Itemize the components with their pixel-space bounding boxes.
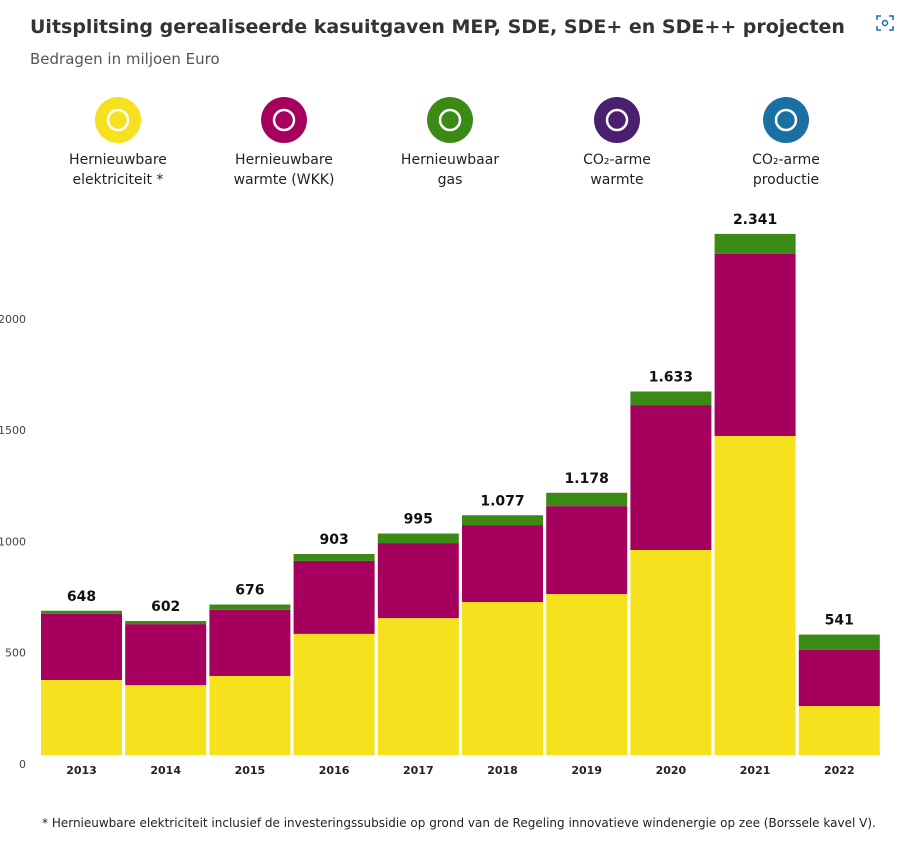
- legend-label: Hernieuwbare warmte (WKK): [233, 152, 335, 188]
- bar-segment: [798, 634, 880, 650]
- bar-segment: [714, 253, 796, 437]
- total-label: 2.341: [733, 212, 777, 228]
- legend-icon-glyph: [605, 108, 629, 132]
- legend-icon-glyph: [774, 108, 798, 132]
- legend-icon-glyph: [272, 108, 296, 132]
- legend-icon: [594, 97, 640, 143]
- x-tick-label: 2018: [487, 764, 518, 777]
- legend-label: Hernieuwbare elektriciteit *: [69, 152, 167, 188]
- total-label: 1.077: [480, 493, 524, 509]
- bar-segment: [546, 506, 628, 595]
- bar-segment: [125, 685, 207, 755]
- bar-segment: [209, 675, 291, 755]
- bar-segment: [209, 609, 291, 676]
- bar-segment: [41, 610, 122, 614]
- total-label: 903: [319, 532, 348, 548]
- total-label: 648: [67, 589, 96, 605]
- legend-label: CO₂-arme productie: [752, 152, 820, 188]
- bar-segment: [798, 706, 880, 755]
- legend-icon-glyph: [438, 108, 462, 132]
- total-label: 1.633: [649, 369, 693, 385]
- total-label: 1.178: [565, 471, 609, 487]
- bar-segment: [41, 679, 122, 755]
- legend-icon: [763, 97, 809, 143]
- bar-segment: [546, 492, 628, 507]
- expand-icon[interactable]: [876, 15, 894, 31]
- bar-segment: [630, 391, 712, 406]
- bar-segment: [125, 624, 207, 686]
- bar-segment: [546, 594, 628, 755]
- bar-segment: [293, 553, 375, 561]
- y-tick-label: 0: [19, 758, 26, 771]
- legend-icon: [427, 97, 473, 143]
- legend-label: CO₂-arme warmte: [583, 152, 651, 188]
- bar-segment: [377, 543, 459, 619]
- bar-segment: [293, 560, 375, 634]
- bar-segment: [462, 602, 543, 755]
- bar-segment: [125, 620, 207, 625]
- y-tick-label: 2000: [0, 313, 26, 326]
- chart-title: Uitsplitsing gerealiseerde kasuitgaven M…: [30, 16, 845, 38]
- x-tick-label: 2017: [403, 764, 434, 777]
- legend-icon-glyph: [106, 108, 130, 132]
- bar-segment: [462, 515, 543, 526]
- footnote: * Hernieuwbare elektriciteit inclusief d…: [42, 816, 876, 830]
- bar-segment: [798, 649, 880, 707]
- x-tick-label: 2019: [571, 764, 602, 777]
- total-label: 541: [825, 613, 854, 629]
- bar-segment: [293, 633, 375, 755]
- bar-segment: [714, 436, 796, 755]
- y-tick-label: 1500: [0, 424, 26, 437]
- legend-icon: [95, 97, 141, 143]
- bar-segment: [714, 233, 796, 254]
- x-tick-label: 2014: [150, 764, 181, 777]
- bar-segment: [630, 405, 712, 550]
- y-tick-label: 500: [5, 647, 26, 660]
- bar-segment: [377, 618, 459, 755]
- total-label: 995: [404, 512, 433, 528]
- bar-segment: [630, 549, 712, 755]
- x-tick-label: 2022: [824, 764, 855, 777]
- x-tick-label: 2016: [319, 764, 350, 777]
- chart-subtitle: Bedragen in miljoen Euro: [30, 50, 220, 68]
- total-label: 676: [235, 583, 264, 599]
- bar-segment: [209, 604, 291, 610]
- x-tick-label: 2013: [66, 764, 97, 777]
- x-tick-label: 2020: [656, 764, 687, 777]
- legend-label: Hernieuwbaar gas: [400, 152, 500, 188]
- bar-segment: [41, 613, 122, 680]
- total-label: 602: [151, 599, 180, 615]
- legend-icon: [261, 97, 307, 143]
- bar-segment: [377, 533, 459, 544]
- y-tick-label: 1000: [0, 535, 26, 548]
- bar-segment: [462, 525, 543, 603]
- x-tick-label: 2015: [235, 764, 266, 777]
- x-tick-label: 2021: [740, 764, 771, 777]
